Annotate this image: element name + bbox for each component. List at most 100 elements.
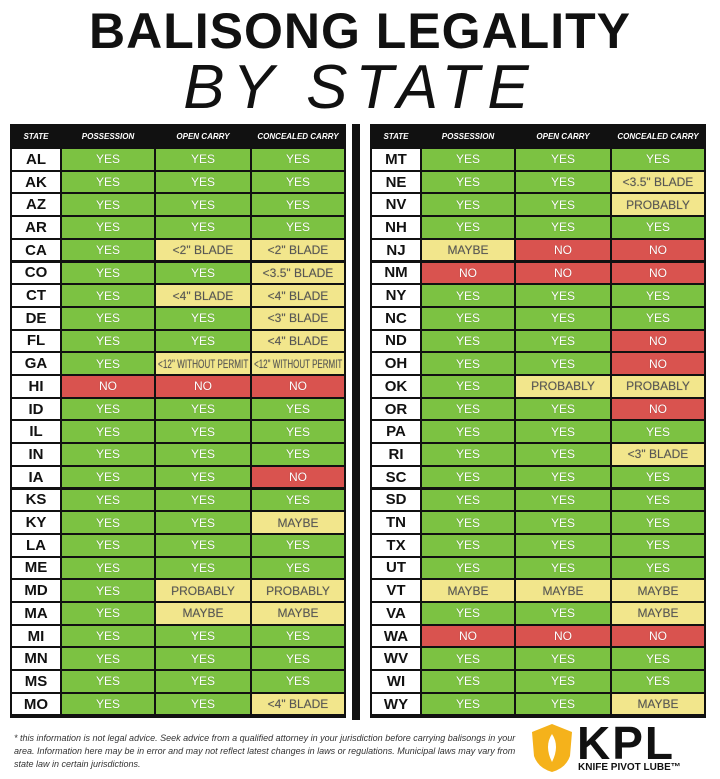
status-cell: <12" WITHOUT PERMIT — [252, 353, 344, 374]
status-cell: <2" BLADE — [252, 239, 344, 261]
status-cell-text: YES — [190, 629, 215, 644]
status-cell: YES — [516, 285, 610, 306]
state-cell-text: NE — [385, 173, 407, 191]
status-cell: <3.5" BLADE — [612, 171, 704, 193]
state-cell: TX — [372, 534, 420, 556]
status-cell-text: YES — [95, 629, 120, 644]
status-cell: YES — [252, 648, 344, 670]
state-cell: IA — [12, 466, 60, 488]
status-cell-text: YES — [190, 492, 215, 507]
status-cell: YES — [252, 557, 344, 579]
status-cell-text: YES — [95, 651, 120, 666]
status-cell: NO — [612, 239, 704, 261]
status-cell: YES — [612, 466, 704, 488]
status-cell: YES — [252, 398, 344, 420]
status-cell: NO — [252, 376, 344, 397]
state-cell-text: CO — [24, 264, 48, 282]
status-cell-text: YES — [455, 197, 480, 212]
state-cell: NE — [372, 171, 420, 193]
state-cell-text: FL — [26, 332, 46, 350]
status-cell-text: YES — [645, 492, 670, 507]
status-cell: YES — [516, 353, 610, 374]
status-cell: YES — [252, 217, 344, 238]
status-cell: YES — [422, 557, 514, 579]
status-cell: YES — [516, 489, 610, 511]
status-cell-text: YES — [645, 651, 670, 666]
state-cell-text: OH — [384, 355, 408, 373]
state-cell-text: MS — [24, 672, 48, 690]
status-cell: YES — [252, 444, 344, 465]
state-cell-text: NC — [385, 309, 407, 327]
status-cell-text: YES — [550, 311, 575, 326]
state-cell: KS — [12, 489, 60, 511]
state-cell: OR — [372, 398, 420, 420]
state-cell: FL — [12, 330, 60, 352]
status-cell-text: YES — [95, 311, 120, 326]
status-cell-text: YES — [190, 197, 215, 212]
status-cell: YES — [422, 512, 514, 533]
status-cell: YES — [612, 512, 704, 533]
status-cell-text: YES — [285, 447, 310, 462]
status-cell-text: YES — [455, 175, 480, 190]
status-cell-text: PROBABLY — [266, 583, 330, 598]
column-header-text: OPEN CARRY — [536, 131, 590, 141]
status-cell: YES — [252, 421, 344, 443]
state-cell-text: MT — [385, 150, 407, 168]
status-cell: YES — [156, 557, 250, 579]
state-cell-text: NY — [385, 287, 407, 305]
status-cell: YES — [62, 557, 154, 579]
status-cell-text: NO — [459, 265, 477, 280]
status-cell: YES — [62, 580, 154, 601]
status-cell-text: YES — [455, 311, 480, 326]
status-cell-text: YES — [95, 447, 120, 462]
state-cell: IL — [12, 421, 60, 443]
status-cell-text: YES — [455, 492, 480, 507]
status-cell: YES — [62, 194, 154, 216]
status-cell-text: <3.5" BLADE — [622, 175, 694, 190]
status-cell-text: YES — [455, 333, 480, 348]
status-cell-text: YES — [95, 492, 120, 507]
status-cell-text: YES — [95, 356, 120, 371]
state-cell-text: IA — [28, 468, 44, 486]
status-cell-text: NO — [649, 629, 667, 644]
state-cell-text: UT — [386, 559, 406, 577]
status-cell-text: YES — [550, 515, 575, 530]
status-cell-text: YES — [95, 333, 120, 348]
column-header-text: POSSESSION — [81, 131, 135, 141]
state-cell: MT — [372, 149, 420, 170]
status-cell-text: YES — [455, 697, 480, 712]
status-cell-text: YES — [190, 220, 215, 235]
status-cell-text: NO — [289, 470, 307, 485]
status-cell: NO — [516, 239, 610, 261]
state-cell-text: ND — [385, 332, 407, 350]
status-cell-text: NO — [289, 379, 307, 394]
status-cell-text: YES — [455, 447, 480, 462]
status-cell-text: <2" BLADE — [172, 243, 234, 258]
status-cell-text: YES — [95, 424, 120, 439]
status-cell: YES — [612, 534, 704, 556]
status-cell-text: YES — [645, 288, 670, 303]
status-cell: YES — [422, 353, 514, 374]
column-header-text: CONCEALED CARRY — [257, 131, 339, 141]
state-cell: NH — [372, 217, 420, 238]
state-cell-text: KS — [25, 491, 47, 509]
status-cell-text: <3.5" BLADE — [262, 265, 334, 280]
status-cell: NO — [422, 625, 514, 647]
status-cell: YES — [252, 671, 344, 692]
status-cell: YES — [422, 398, 514, 420]
state-cell-text: IL — [29, 423, 43, 441]
status-cell: <3" BLADE — [252, 307, 344, 329]
status-cell-text: YES — [645, 311, 670, 326]
subtitle: BY STATE — [183, 53, 537, 122]
status-cell-text: YES — [95, 220, 120, 235]
status-cell-text: YES — [285, 538, 310, 553]
status-cell: YES — [422, 285, 514, 306]
status-cell-text: YES — [550, 538, 575, 553]
column-header: CONCEALED CARRY — [612, 124, 704, 148]
state-cell-text: VT — [386, 582, 406, 600]
state-cell: ID — [12, 398, 60, 420]
status-cell: NO — [516, 625, 610, 647]
status-cell: YES — [156, 648, 250, 670]
status-cell: NO — [612, 625, 704, 647]
